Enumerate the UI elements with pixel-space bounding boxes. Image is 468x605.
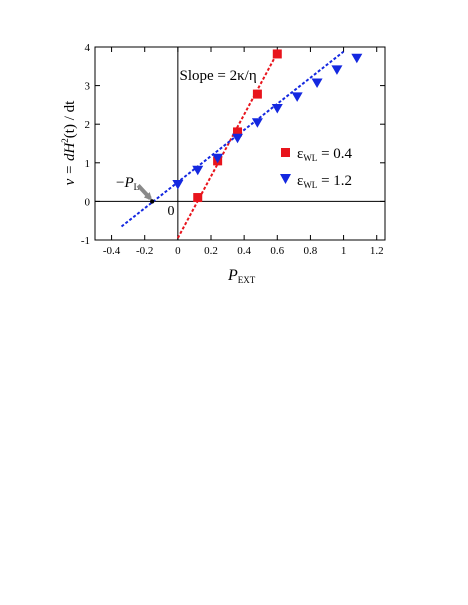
x-axis-ticks: -0.4 -0.2 0 0.2 0.4 0.6 0.8 1 1.2 (103, 47, 384, 257)
y-tick-label: 0 (85, 196, 91, 208)
series-2-point (212, 153, 224, 164)
fit-line-series-2 (120, 50, 345, 228)
series-2-point (232, 133, 244, 144)
legend-1-symbol: ε (297, 146, 303, 162)
series-2-point (271, 103, 283, 114)
series-1-point (233, 127, 243, 137)
origin-zero-label: 0 (168, 204, 175, 219)
x-tick-label: 0.6 (270, 245, 284, 257)
legend-2-value: = 1.2 (317, 173, 352, 189)
series-2-point (251, 118, 263, 128)
legend: εWL = 0.4 εWL = 1.2 (280, 146, 353, 190)
x-tick-label: 0.8 (304, 245, 318, 257)
series-1-point (252, 89, 262, 99)
pl-sub: L (134, 182, 140, 192)
legend-2-sub: WL (303, 180, 317, 190)
legend-entry-2: εWL = 1.2 (297, 173, 352, 190)
legend-marker-triangle (280, 174, 291, 184)
slope-annotation: Slope = 2κ/η (180, 68, 257, 84)
x-axis-label-main: P (227, 267, 238, 284)
y-axis-label-post: (t) / dt (62, 100, 78, 138)
legend-marker-square (281, 148, 290, 157)
y-axis-label: v = dH2(t) / dt (60, 100, 78, 185)
y-tick-label: 3 (85, 81, 91, 93)
pl-label: −PL (116, 175, 139, 192)
pl-prefix: − (116, 175, 124, 191)
x-tick-label: -0.4 (103, 245, 121, 257)
fit-line-series-1 (176, 52, 279, 239)
data-points (172, 49, 363, 203)
y-tick-label: 2 (85, 119, 91, 131)
y-axis-label-pre: v = dH (62, 142, 78, 186)
series-1-point (272, 49, 282, 59)
x-tick-label: 0.2 (204, 245, 218, 257)
y-tick-label: 1 (85, 158, 91, 170)
y-tick-label: -1 (81, 235, 90, 247)
x-tick-label: 0.4 (237, 245, 251, 257)
y-tick-label: 4 (85, 42, 91, 54)
fit-lines (120, 50, 345, 239)
x-tick-label: 1.2 (370, 245, 384, 257)
series-2-point (291, 92, 303, 102)
legend-1-sub: WL (303, 153, 317, 163)
pl-point (149, 199, 155, 204)
x-axis-label: PEXT (227, 267, 256, 285)
legend-1-value: = 0.4 (317, 146, 352, 162)
series-2-point (331, 65, 343, 75)
y-axis-label-sup: 2 (60, 138, 70, 143)
x-axis-label-sub: EXT (238, 275, 256, 285)
x-tick-label: 1 (341, 245, 347, 257)
legend-2-symbol: ε (297, 173, 303, 189)
y-axis-ticks: -1 0 1 2 3 4 (81, 42, 385, 247)
x-tick-label: 0 (175, 245, 181, 257)
plot-frame (94, 46, 386, 241)
series-2-point (172, 180, 184, 190)
x-tick-label: -0.2 (136, 245, 153, 257)
legend-entry-1: εWL = 0.4 (297, 146, 353, 163)
pl-main: P (123, 175, 133, 191)
pl-arrow (136, 184, 153, 201)
series-2-point (351, 53, 363, 64)
series-1-point (193, 193, 203, 203)
series-2-point (311, 78, 323, 89)
series-2-point (192, 165, 204, 176)
